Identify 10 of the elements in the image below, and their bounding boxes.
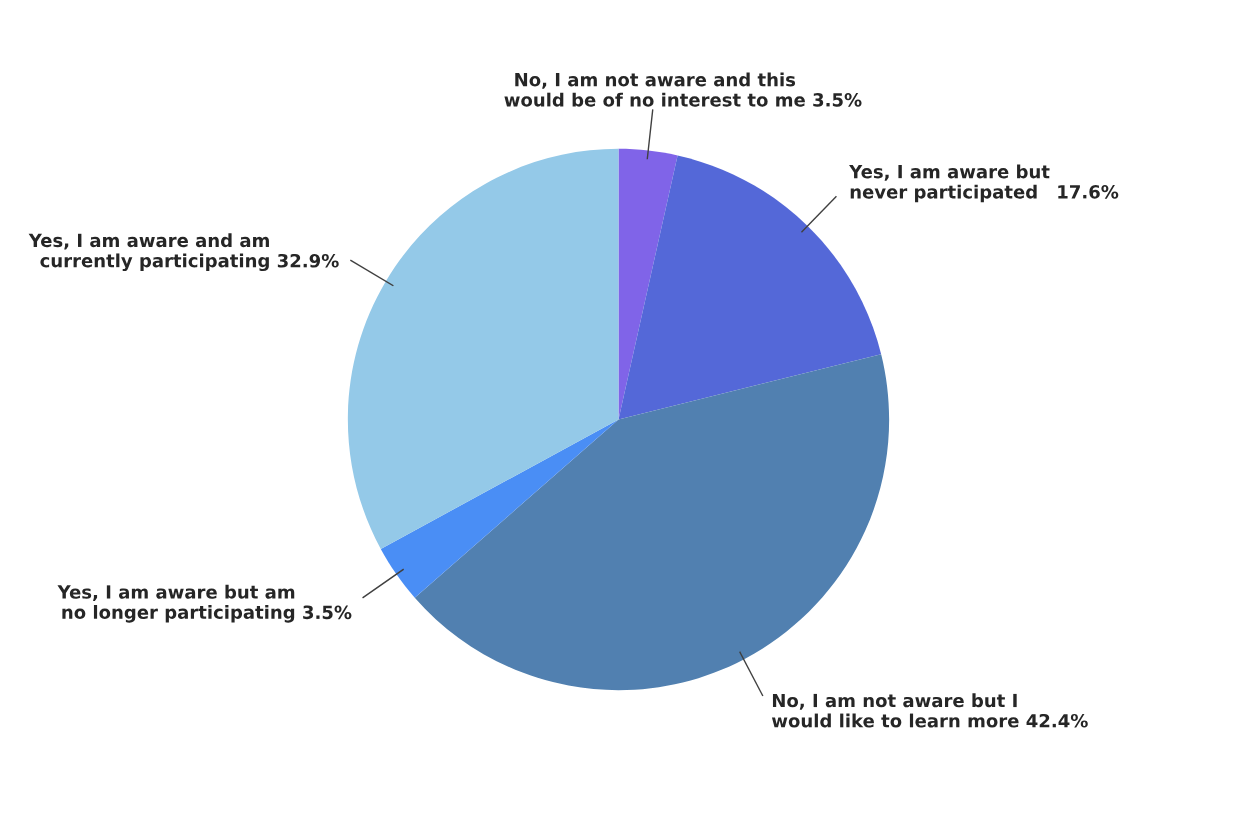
- data-label: 3.5%: [813, 93, 862, 107]
- slice-label: Yes, I am aware but am no longer participating: [57, 584, 295, 623]
- slice-label: No, I am not aware but I would like to learn more: [771, 693, 1019, 728]
- data-label: 32.9%: [277, 253, 339, 268]
- slice-label: Yes, I am aware but never participated: [849, 164, 1050, 203]
- slice-label: No, I am not aware and this would be of no interest to me: [504, 72, 805, 107]
- data-label: 42.4%: [1026, 713, 1088, 728]
- data-label: 3.5%: [303, 605, 352, 620]
- data-label: 17.6%: [1058, 184, 1119, 199]
- slice-label: Yes, I am aware and am currently participating: [28, 233, 269, 272]
